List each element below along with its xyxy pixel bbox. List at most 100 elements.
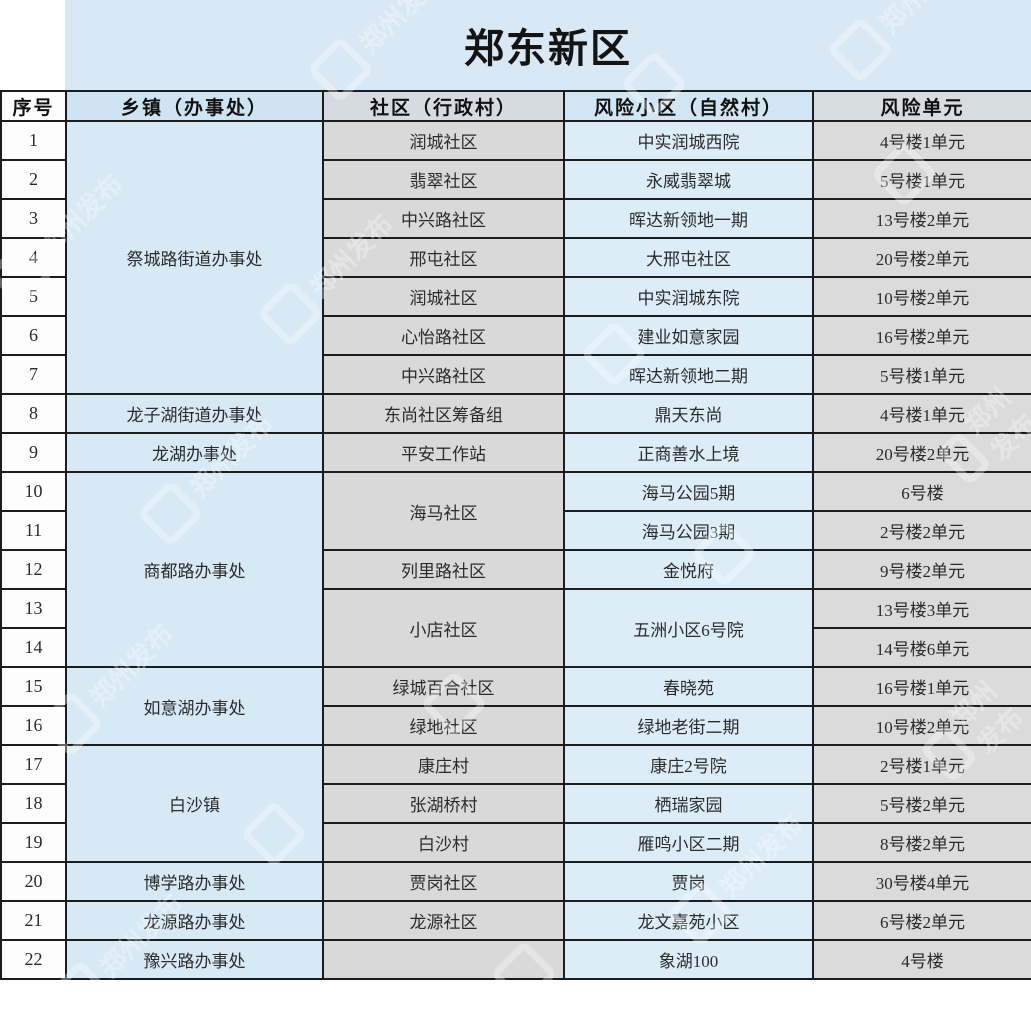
row-number-cell: 2 — [0, 159, 67, 200]
row-number-cell: 15 — [0, 666, 67, 707]
row-number-cell: 21 — [0, 900, 67, 941]
compound-cell: 金悦府 — [563, 549, 814, 590]
community-cell: 平安工作站 — [322, 432, 565, 473]
unit-cell: 30号楼4单元 — [812, 861, 1031, 902]
township-cell: 祭城路街道办事处 — [65, 120, 324, 395]
community-cell: 小店社区 — [322, 588, 565, 668]
header-col-unit: 风险单元 — [812, 90, 1031, 122]
community-cell — [322, 939, 565, 980]
unit-cell: 16号楼2单元 — [812, 315, 1031, 356]
community-cell: 润城社区 — [322, 120, 565, 161]
compound-cell: 五洲小区6号院 — [563, 588, 814, 668]
compound-cell: 正商善水上境 — [563, 432, 814, 473]
compound-cell: 海马公园3期 — [563, 510, 814, 551]
community-cell: 邢屯社区 — [322, 237, 565, 278]
community-cell: 心怡路社区 — [322, 315, 565, 356]
table-row: 2 翡翠社区 永威翡翠城 5号楼1单元 — [0, 159, 1031, 200]
unit-cell: 2号楼1单元 — [812, 744, 1031, 785]
table-row: 22 豫兴路办事处 象湖100 4号楼 — [0, 939, 1031, 980]
community-cell: 贾岗社区 — [322, 861, 565, 902]
table-row: 16 绿地社区 绿地老街二期 10号楼2单元 — [0, 705, 1031, 746]
community-cell: 海马社区 — [322, 471, 565, 551]
township-cell: 如意湖办事处 — [65, 666, 324, 746]
header-row: 序号 乡镇（办事处） 社区（行政村） 风险小区（自然村） 风险单元 — [0, 90, 1031, 122]
community-cell: 翡翠社区 — [322, 159, 565, 200]
risk-area-table: 序号 乡镇（办事处） 社区（行政村） 风险小区（自然村） 风险单元 1 祭城路街… — [0, 90, 1031, 980]
table-row: 10 商都路办事处 海马社区 海马公园5期 6号楼 — [0, 471, 1031, 668]
table-row: 4 邢屯社区 大邢屯社区 20号楼2单元 — [0, 237, 1031, 278]
row-number-cell: 11 — [0, 510, 67, 551]
row-number-cell: 17 — [0, 744, 67, 785]
unit-cell: 2号楼2单元 — [812, 510, 1031, 551]
unit-cell: 20号楼2单元 — [812, 237, 1031, 278]
community-cell: 绿地社区 — [322, 705, 565, 746]
compound-cell: 栖瑞家园 — [563, 783, 814, 824]
table-row: 12 列里路社区 金悦府 9号楼2单元 — [0, 549, 1031, 590]
community-cell: 润城社区 — [322, 276, 565, 317]
row-number-cell: 22 — [0, 939, 67, 980]
unit-cell: 13号楼2单元 — [812, 198, 1031, 239]
table-row: 15 如意湖办事处 绿城百合社区 春晓苑 16号楼1单元 — [0, 666, 1031, 746]
header-col-no: 序号 — [0, 90, 67, 122]
row-number-cell: 14 — [0, 627, 67, 668]
compound-cell: 大邢屯社区 — [563, 237, 814, 278]
header-col-community: 社区（行政村） — [322, 90, 565, 122]
row-number-cell: 6 — [0, 315, 67, 356]
unit-cell: 4号楼1单元 — [812, 120, 1031, 161]
title-band: 郑东新区 — [65, 0, 1031, 90]
compound-cell: 康庄2号院 — [563, 744, 814, 785]
compound-cell: 贾岗 — [563, 861, 814, 902]
row-number-cell: 1 — [0, 120, 67, 161]
table-row: 9 龙湖办事处 平安工作站 正商善水上境 20号楼2单元 — [0, 432, 1031, 473]
row-number-cell: 12 — [0, 549, 67, 590]
unit-cell: 14号楼6单元 — [812, 627, 1031, 668]
township-cell: 龙湖办事处 — [65, 432, 324, 473]
table-row: 19 白沙村 雁鸣小区二期 8号楼2单元 — [0, 822, 1031, 863]
community-cell: 龙源社区 — [322, 900, 565, 941]
table-row: 8 龙子湖街道办事处 东尚社区筹备组 鼎天东尚 4号楼1单元 — [0, 393, 1031, 434]
row-number-cell: 16 — [0, 705, 67, 746]
row-number-cell: 4 — [0, 237, 67, 278]
township-cell: 商都路办事处 — [65, 471, 324, 668]
compound-cell: 晖达新领地二期 — [563, 354, 814, 395]
compound-cell: 中实润城东院 — [563, 276, 814, 317]
community-cell: 中兴路社区 — [322, 354, 565, 395]
unit-cell: 10号楼2单元 — [812, 705, 1031, 746]
unit-cell: 5号楼1单元 — [812, 354, 1031, 395]
table-row: 13 小店社区 五洲小区6号院 13号楼3单元 — [0, 588, 1031, 668]
unit-cell: 9号楼2单元 — [812, 549, 1031, 590]
table-row: 20 博学路办事处 贾岗社区 贾岗 30号楼4单元 — [0, 861, 1031, 902]
township-cell: 豫兴路办事处 — [65, 939, 324, 980]
unit-cell: 10号楼2单元 — [812, 276, 1031, 317]
compound-cell: 绿地老街二期 — [563, 705, 814, 746]
table-row: 17 白沙镇 康庄村 康庄2号院 2号楼1单元 — [0, 744, 1031, 863]
community-cell: 东尚社区筹备组 — [322, 393, 565, 434]
row-number-cell: 18 — [0, 783, 67, 824]
compound-cell: 海马公园5期 — [563, 471, 814, 512]
unit-cell: 13号楼3单元 — [812, 588, 1031, 629]
unit-cell: 20号楼2单元 — [812, 432, 1031, 473]
unit-cell: 6号楼 — [812, 471, 1031, 512]
compound-cell: 中实润城西院 — [563, 120, 814, 161]
table-row: 11 海马公园3期 2号楼2单元 — [0, 510, 1031, 551]
header-col-township: 乡镇（办事处） — [65, 90, 324, 122]
table-row: 21 龙源路办事处 龙源社区 龙文嘉苑小区 6号楼2单元 — [0, 900, 1031, 941]
community-cell: 中兴路社区 — [322, 198, 565, 239]
row-number-cell: 10 — [0, 471, 67, 512]
table-row: 1 祭城路街道办事处 润城社区 中实润城西院 4号楼1单元 — [0, 120, 1031, 395]
row-number-cell: 19 — [0, 822, 67, 863]
table-row: 6 心怡路社区 建业如意家园 16号楼2单元 — [0, 315, 1031, 356]
community-cell: 列里路社区 — [322, 549, 565, 590]
table-row: 5 润城社区 中实润城东院 10号楼2单元 — [0, 276, 1031, 317]
row-number-cell: 8 — [0, 393, 67, 434]
unit-cell: 6号楼2单元 — [812, 900, 1031, 941]
unit-cell: 16号楼1单元 — [812, 666, 1031, 707]
table-row: 18 张湖桥村 栖瑞家园 5号楼2单元 — [0, 783, 1031, 824]
compound-cell: 鼎天东尚 — [563, 393, 814, 434]
unit-cell: 4号楼1单元 — [812, 393, 1031, 434]
compound-cell: 春晓苑 — [563, 666, 814, 707]
unit-cell: 8号楼2单元 — [812, 822, 1031, 863]
unit-cell: 5号楼1单元 — [812, 159, 1031, 200]
compound-cell: 象湖100 — [563, 939, 814, 980]
community-cell: 绿城百合社区 — [322, 666, 565, 707]
